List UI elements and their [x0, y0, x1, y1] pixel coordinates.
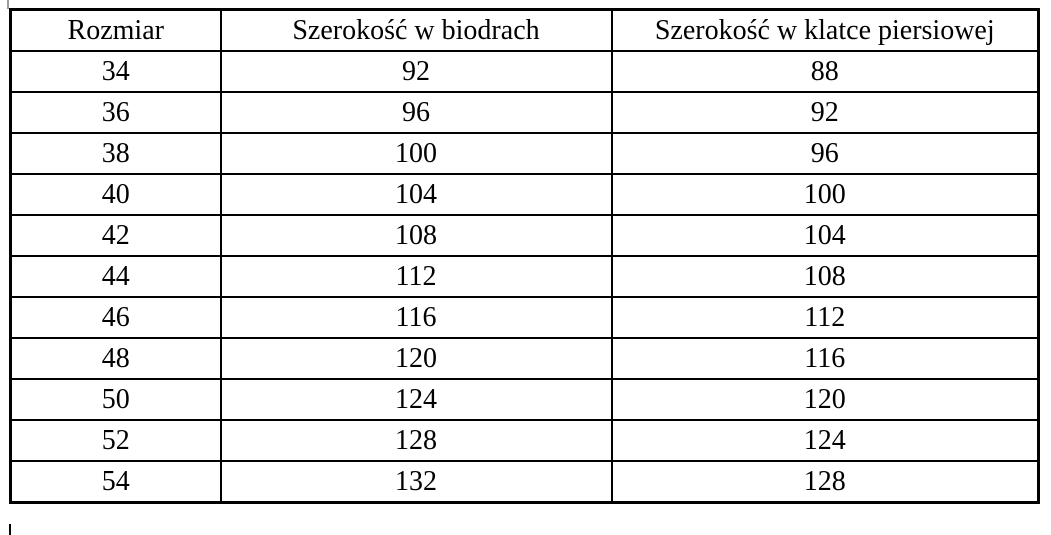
table-row: 50 124 120 — [9, 378, 1040, 421]
table-cell: 112 — [610, 296, 1040, 339]
table-row: 54 132 128 — [9, 460, 1040, 504]
table-cell: 108 — [610, 255, 1040, 298]
table-cell: 38 — [9, 132, 222, 175]
table-cell: 116 — [610, 337, 1040, 380]
header-szerokosc-biodra: Szerokość w biodrach — [219, 8, 613, 52]
table-cell: 46 — [9, 296, 222, 339]
table-cell: 92 — [219, 50, 613, 93]
cut-off-row-border — [9, 524, 11, 535]
table-cell: 42 — [9, 214, 222, 257]
table-cell: 128 — [219, 419, 613, 462]
table-header-row: Rozmiar Szerokość w biodrach Szerokość w… — [9, 8, 1040, 52]
table-cell: 100 — [610, 173, 1040, 216]
table-row: 48 120 116 — [9, 337, 1040, 380]
table-cell: 116 — [219, 296, 613, 339]
table-cell: 50 — [9, 378, 222, 421]
header-szerokosc-klatka: Szerokość w klatce piersiowej — [610, 8, 1040, 52]
table-cell: 128 — [610, 460, 1040, 504]
table-cell: 112 — [219, 255, 613, 298]
table-row: 52 128 124 — [9, 419, 1040, 462]
table-cell: 108 — [219, 214, 613, 257]
table-cell: 124 — [219, 378, 613, 421]
table-cell: 40 — [9, 173, 222, 216]
table-cell: 96 — [219, 91, 613, 134]
table-cell: 36 — [9, 91, 222, 134]
header-rozmiar: Rozmiar — [9, 8, 222, 52]
table-cell: 120 — [610, 378, 1040, 421]
table-cell: 34 — [9, 50, 222, 93]
table-cell: 88 — [610, 50, 1040, 93]
table-cell: 104 — [610, 214, 1040, 257]
table-row: 46 116 112 — [9, 296, 1040, 339]
table-cell: 44 — [9, 255, 222, 298]
table-cell: 92 — [610, 91, 1040, 134]
table-row: 36 96 92 — [9, 91, 1040, 134]
table-cell: 54 — [9, 460, 222, 504]
cropped-line-fragment — [7, 0, 9, 9]
table-cell: 132 — [219, 460, 613, 504]
table-row: 40 104 100 — [9, 173, 1040, 216]
size-table: Rozmiar Szerokość w biodrach Szerokość w… — [9, 8, 1040, 504]
table-row: 38 100 96 — [9, 132, 1040, 175]
table-row: 44 112 108 — [9, 255, 1040, 298]
table-body: 34 92 88 36 96 92 38 100 96 40 104 100 4… — [9, 50, 1040, 504]
table-cell: 96 — [610, 132, 1040, 175]
table-cell: 124 — [610, 419, 1040, 462]
table-cell: 52 — [9, 419, 222, 462]
table-cell: 48 — [9, 337, 222, 380]
table-cell: 104 — [219, 173, 613, 216]
table-cell: 120 — [219, 337, 613, 380]
table-cell: 100 — [219, 132, 613, 175]
table-row: 42 108 104 — [9, 214, 1040, 257]
table-row: 34 92 88 — [9, 50, 1040, 93]
